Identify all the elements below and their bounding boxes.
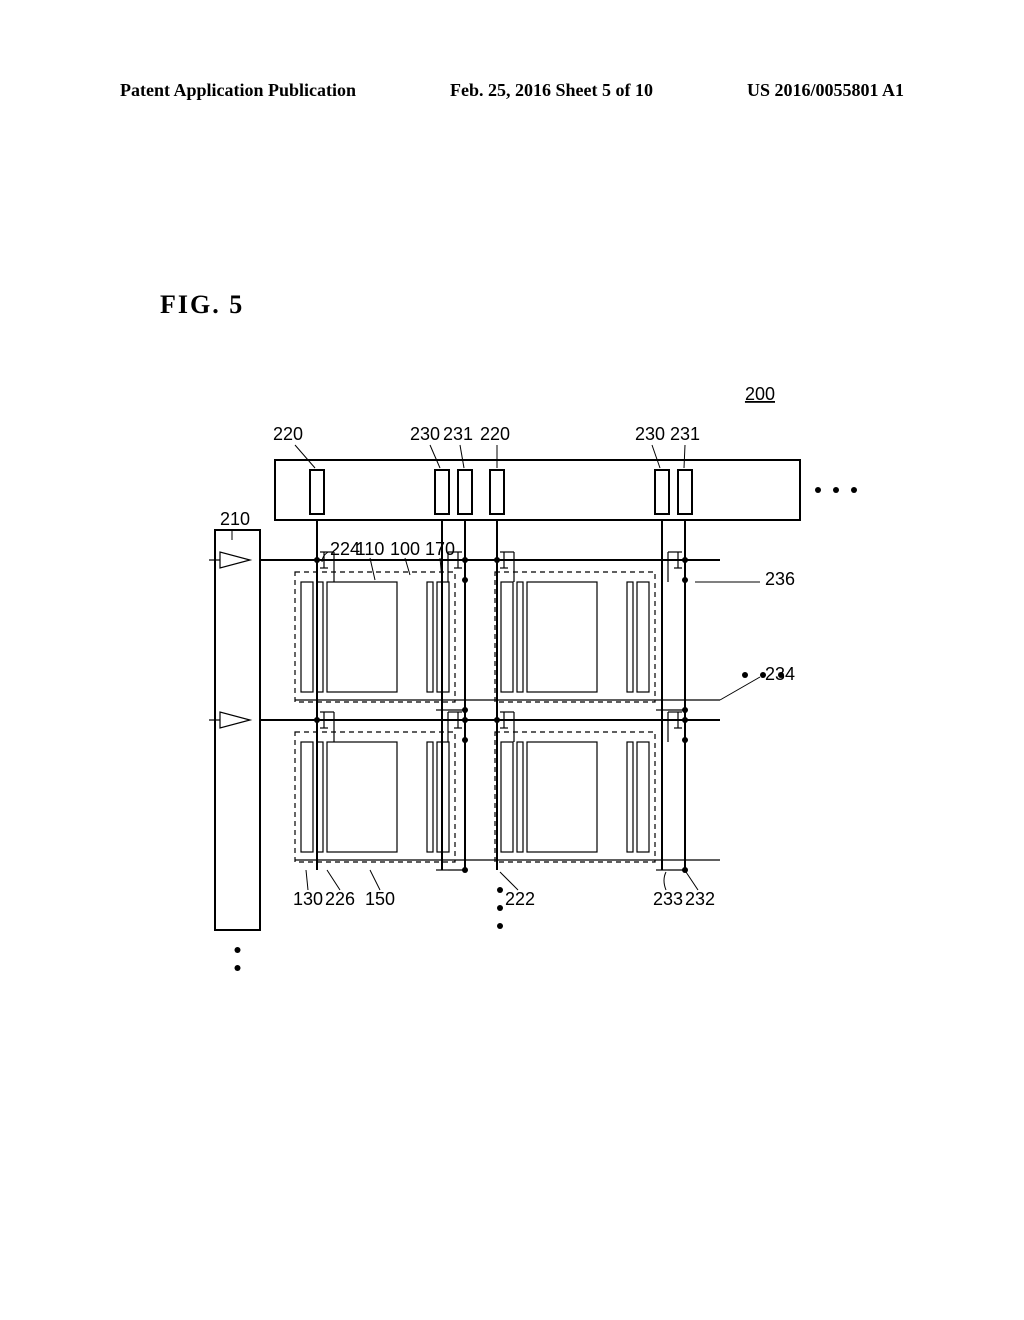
svg-text:220: 220 <box>480 424 510 444</box>
header-right: US 2016/0055801 A1 <box>747 80 904 101</box>
svg-text:130: 130 <box>293 889 323 909</box>
svg-text:100: 100 <box>390 539 420 559</box>
header-left: Patent Application Publication <box>120 80 356 101</box>
svg-text:232: 232 <box>685 889 715 909</box>
page-header: Patent Application Publication Feb. 25, … <box>120 80 904 101</box>
svg-text:170: 170 <box>425 539 455 559</box>
svg-text:230: 230 <box>410 424 440 444</box>
svg-text:222: 222 <box>505 889 535 909</box>
svg-text:236: 236 <box>765 569 795 589</box>
svg-text:220: 220 <box>273 424 303 444</box>
svg-text:230: 230 <box>635 424 665 444</box>
svg-text:226: 226 <box>325 889 355 909</box>
figure-diagram: 2002202302312202302312102241101001702362… <box>200 380 880 985</box>
svg-text:233: 233 <box>653 889 683 909</box>
svg-text:234: 234 <box>765 664 795 684</box>
svg-text:110: 110 <box>356 539 385 559</box>
svg-text:231: 231 <box>670 424 700 444</box>
figure-label: FIG. 5 <box>160 290 244 320</box>
header-center: Feb. 25, 2016 Sheet 5 of 10 <box>450 80 653 101</box>
svg-text:150: 150 <box>365 889 395 909</box>
svg-text:210: 210 <box>220 509 250 529</box>
svg-text:200: 200 <box>745 384 775 404</box>
svg-text:231: 231 <box>443 424 473 444</box>
